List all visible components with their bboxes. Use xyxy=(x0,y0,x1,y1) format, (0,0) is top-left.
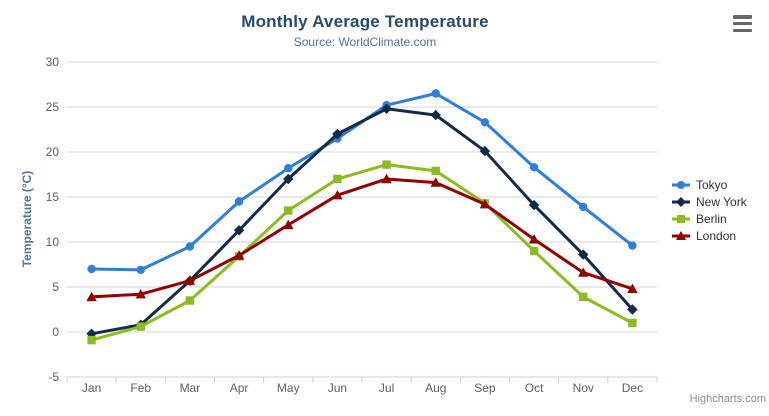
marker-berlin[interactable] xyxy=(333,174,342,184)
marker-berlin[interactable] xyxy=(284,206,293,215)
legend-item-london[interactable]: London xyxy=(671,227,747,244)
marker-london[interactable] xyxy=(528,234,540,244)
marker-new-york[interactable] xyxy=(627,304,638,315)
x-axis-label: Jan xyxy=(81,381,102,395)
legend-item-tokyo[interactable]: Tokyo xyxy=(671,176,747,193)
x-axis-label: Nov xyxy=(572,381,594,395)
x-axis-label: Apr xyxy=(229,381,249,395)
marker-tokyo[interactable] xyxy=(185,242,195,251)
legend-label: Tokyo xyxy=(696,177,728,192)
marker-london[interactable] xyxy=(135,289,146,299)
marker-tokyo[interactable] xyxy=(628,241,637,250)
x-axis-label: Mar xyxy=(179,381,201,395)
y-axis-label: 15 xyxy=(45,190,59,204)
marker-new-york[interactable] xyxy=(479,145,491,157)
marker-tokyo[interactable] xyxy=(579,202,588,212)
marker-berlin[interactable] xyxy=(431,166,440,176)
legend-label: London xyxy=(696,228,737,243)
marker-tokyo[interactable] xyxy=(431,89,440,98)
marker-new-york[interactable] xyxy=(578,249,589,260)
x-axis-label: Dec xyxy=(621,381,644,395)
marker-london[interactable] xyxy=(627,283,638,293)
y-axis-label: 20 xyxy=(45,145,59,159)
marker-berlin[interactable] xyxy=(382,160,391,169)
series-line-new-york[interactable] xyxy=(90,107,634,336)
marker-berlin[interactable] xyxy=(529,246,539,256)
legend-label: New York xyxy=(696,194,747,209)
x-axis-label: Oct xyxy=(524,381,544,395)
marker-new-york[interactable] xyxy=(332,128,343,140)
hamburger-icon xyxy=(733,28,752,32)
legend-marker-new-york[interactable] xyxy=(676,196,686,207)
y-axis-label: 30 xyxy=(45,55,59,69)
marker-tokyo[interactable] xyxy=(480,118,490,127)
hamburger-icon xyxy=(733,21,752,26)
circle-legend-icon xyxy=(672,180,690,189)
x-axis-label: Aug xyxy=(425,381,447,395)
marker-london[interactable] xyxy=(86,291,97,302)
y-axis-label: 0 xyxy=(52,325,59,339)
marker-berlin[interactable] xyxy=(87,335,96,345)
marker-new-york[interactable] xyxy=(283,173,294,185)
legend: Tokyo New York Berlin London xyxy=(671,176,747,244)
marker-berlin[interactable] xyxy=(628,318,637,328)
chart-subtitle: Source: WorldClimate.com xyxy=(293,35,437,49)
legend-item-new-york[interactable]: New York xyxy=(671,193,747,210)
marker-london[interactable] xyxy=(430,177,441,187)
marker-tokyo[interactable] xyxy=(234,197,244,206)
y-axis-title: Temperature (°C) xyxy=(20,170,34,268)
y-axis-label: 10 xyxy=(45,235,59,249)
series-line-berlin[interactable] xyxy=(90,163,634,342)
triangle-legend-icon xyxy=(672,230,690,240)
marker-london[interactable] xyxy=(479,199,491,209)
marker-london[interactable] xyxy=(184,275,196,285)
marker-tokyo[interactable] xyxy=(284,164,293,173)
marker-tokyo[interactable] xyxy=(529,163,539,172)
marker-new-york[interactable] xyxy=(430,109,441,121)
marker-berlin[interactable] xyxy=(136,322,145,331)
marker-berlin[interactable] xyxy=(185,296,195,305)
marker-tokyo[interactable] xyxy=(87,264,96,274)
marker-tokyo[interactable] xyxy=(136,265,145,275)
marker-london[interactable] xyxy=(332,190,343,200)
y-axis-label: 5 xyxy=(52,280,59,294)
marker-new-york[interactable] xyxy=(528,199,540,211)
legend-marker-tokyo[interactable] xyxy=(677,180,685,189)
diamond-legend-icon xyxy=(672,196,690,207)
square-legend-icon xyxy=(672,214,690,223)
marker-new-york[interactable] xyxy=(233,225,245,236)
marker-london[interactable] xyxy=(283,219,294,230)
legend-marker-berlin[interactable] xyxy=(677,214,685,223)
export-menu-button[interactable] xyxy=(733,15,752,32)
x-axis-label: May xyxy=(276,381,300,395)
marker-berlin[interactable] xyxy=(579,292,588,302)
marker-london[interactable] xyxy=(233,250,245,260)
x-axis-label: Jun xyxy=(327,381,348,395)
legend-item-berlin[interactable]: Berlin xyxy=(671,210,747,227)
marker-new-york[interactable] xyxy=(381,103,392,114)
marker-london[interactable] xyxy=(381,173,392,184)
legend-label: Berlin xyxy=(696,211,727,226)
legend-marker-london[interactable] xyxy=(676,230,686,240)
y-axis-label: -5 xyxy=(48,370,59,384)
x-axis-label: Feb xyxy=(130,381,152,395)
y-axis-label: 25 xyxy=(45,100,59,114)
x-axis-label: Sep xyxy=(474,381,496,395)
series-line-london[interactable] xyxy=(90,177,634,299)
chart-title: Monthly Average Temperature xyxy=(241,12,489,31)
marker-london[interactable] xyxy=(578,267,589,277)
x-axis-label: Jul xyxy=(378,381,395,395)
hamburger-icon xyxy=(733,15,752,19)
credits-link[interactable]: Highcharts.com xyxy=(689,393,766,405)
